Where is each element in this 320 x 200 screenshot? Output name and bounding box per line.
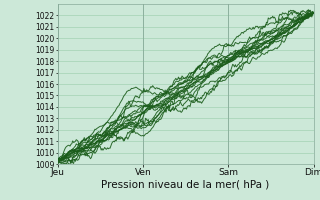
X-axis label: Pression niveau de la mer( hPa ): Pression niveau de la mer( hPa ) [101,180,270,190]
